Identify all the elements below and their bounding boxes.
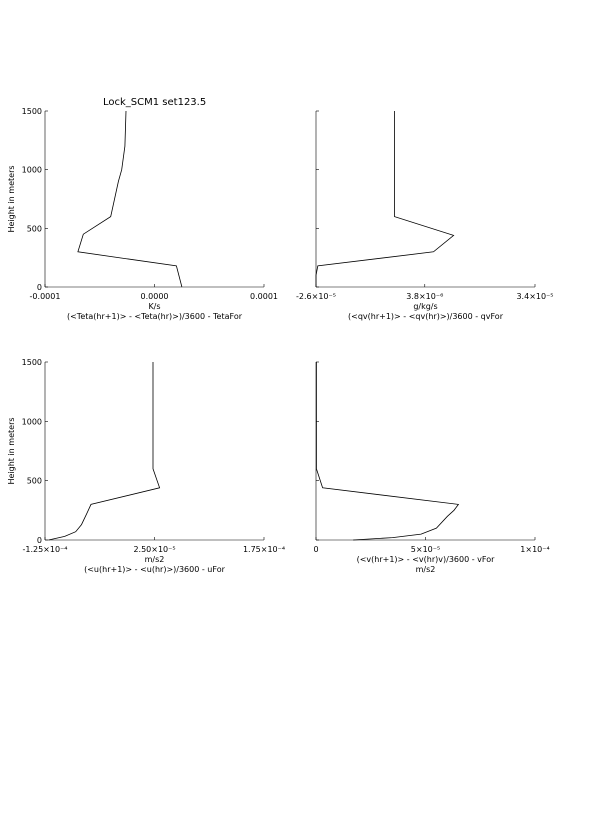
- y-tick-label: 500: [27, 224, 42, 233]
- chart-panel-2: -2.6×10⁻⁵ 3.8×10⁻⁶ 3.4×10⁻⁵ g/kg/s(<qv(hr+1…: [296, 110, 554, 321]
- x-tick-label: -1.25×10⁻⁴: [22, 545, 67, 554]
- profile-line: [315, 362, 460, 541]
- x-axis-description: (<v(hr+1)> - <v(hr)v)/3600 - vFor: [357, 555, 495, 564]
- x-axis-label: m/s2: [145, 555, 165, 564]
- x-tick-label: 0.0000: [141, 292, 169, 301]
- y-axis-label: Height in meters: [7, 417, 16, 484]
- y-tick-label: 0: [37, 283, 42, 292]
- x-axis-label: g/kg/s: [413, 302, 437, 311]
- x-axis-description: (<qv(hr+1)> - <qv(hr)>)/3600 - qvFor: [348, 312, 504, 321]
- x-axis-label: m/s2: [416, 565, 436, 574]
- figure-title: Lock_SCM1 set123.5: [103, 97, 206, 108]
- x-axis-label: K/s: [148, 302, 160, 311]
- chart-panel-4: 0 5×10⁻⁵ 1×10⁻⁴ m/s2(<v(hr+1)> - <v(hr)v)/3…: [313, 361, 550, 574]
- x-tick-label: 1×10⁻⁴: [520, 545, 549, 554]
- panels: -0.0001 0.0000 0.0001 0 500 1000 1500 Height in…: [7, 107, 554, 574]
- x-tick-label: -0.0001: [30, 292, 61, 301]
- profile-line: [77, 110, 183, 288]
- y-tick-label: 1500: [22, 107, 42, 116]
- x-tick-label: 3.8×10⁻⁶: [406, 292, 443, 301]
- x-tick-label: 0: [313, 545, 318, 554]
- x-tick-label: 2.50×10⁻⁵: [133, 545, 175, 554]
- x-tick-label: 0.0001: [250, 292, 278, 301]
- x-axis-description: (<u(hr+1)> - <u(hr)>)/3600 - uFor: [84, 565, 225, 574]
- profile-line: [48, 362, 161, 541]
- x-axis-description: (<Teta(hr+1)> - <Teta(hr)>)/3600 - TetaF…: [67, 312, 243, 321]
- x-tick-label: 1.75×10⁻⁴: [243, 545, 285, 554]
- y-tick-label: 1000: [22, 417, 42, 426]
- chart-panel-1: -0.0001 0.0000 0.0001 0 500 1000 1500 Height in…: [7, 107, 278, 321]
- x-tick-label: -2.6×10⁻⁵: [296, 292, 336, 301]
- profile-line: [315, 111, 455, 287]
- x-tick-label: 5×10⁻⁵: [411, 545, 440, 554]
- x-tick-label: 3.4×10⁻⁵: [516, 292, 553, 301]
- y-axis-label: Height in meters: [7, 165, 16, 232]
- y-tick-label: 0: [37, 536, 42, 545]
- y-tick-label: 1000: [22, 166, 42, 175]
- y-tick-label: 500: [27, 477, 42, 486]
- chart-panel-3: -1.25×10⁻⁴ 2.50×10⁻⁵ 1.75×10⁻⁴ 0 500 1000 1500…: [7, 358, 285, 574]
- y-tick-label: 1500: [22, 358, 42, 367]
